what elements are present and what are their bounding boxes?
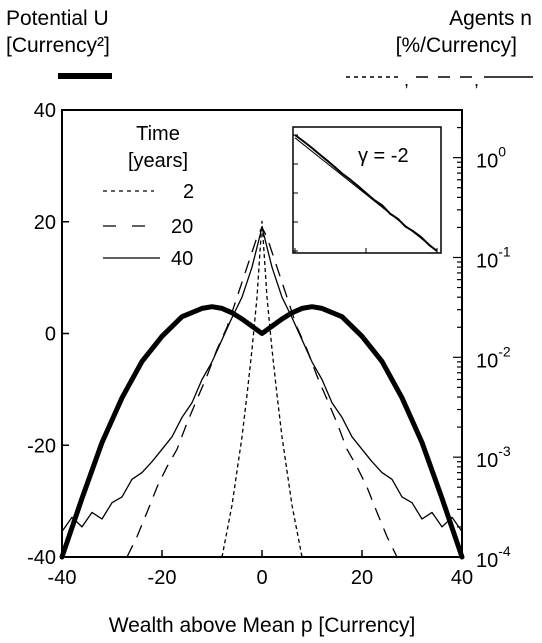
agents-legend-swatches: , ,: [346, 70, 533, 90]
left-tick-label: 20: [34, 212, 56, 234]
x-tick-label: 20: [351, 567, 373, 589]
x-tick-label: 0: [256, 567, 267, 589]
potential-series: [59, 304, 465, 560]
x-tick-label: -20: [148, 567, 177, 589]
right-tick-label: 10-3: [476, 443, 511, 472]
left-axis-title-line-1: Potential U: [6, 7, 109, 30]
x-tick-label: 40: [451, 567, 473, 589]
left-axis-title-line-2: [Currency²]: [6, 34, 110, 57]
series-20-line: [126, 226, 398, 558]
potential-line: [59, 304, 465, 560]
right-tick-label: 10-1: [476, 243, 511, 272]
legend-label-2: 2: [183, 181, 194, 203]
left-tick-label: 0: [45, 324, 56, 346]
x-tick-label: -40: [48, 567, 77, 589]
right-tick-label: 10-2: [476, 343, 511, 372]
inset-frame: [292, 126, 442, 254]
series-40-line: [61, 226, 463, 532]
legend-title-line-2: [years]: [128, 150, 188, 172]
legend-label-40: 40: [171, 248, 193, 270]
series-2-line: [221, 220, 303, 558]
left-tick-label: -20: [27, 435, 56, 457]
legend-title-line-1: Time: [136, 123, 180, 145]
swatch-separator-2: ,: [474, 70, 479, 90]
x-axis-label: Wealth above Mean p [Currency]: [109, 614, 416, 637]
inset-fit-line: [294, 137, 438, 252]
right-tick-label: 100: [476, 144, 506, 173]
inset-annotation: γ = -2: [358, 145, 409, 167]
legend-label-20: 20: [171, 216, 193, 238]
inset-curves: [293, 134, 438, 253]
left-tick-label: -40: [27, 547, 56, 569]
right-tick-exponent: -1: [498, 243, 511, 259]
right-tick-exponent: 0: [498, 144, 506, 160]
right-axis-title-line-2: [%/Currency]: [396, 34, 517, 57]
right-tick-exponent: -3: [498, 443, 511, 459]
left-tick-label: 40: [34, 100, 56, 122]
inset-data-line: [294, 134, 438, 252]
right-axis-title-line-1: Agents n: [449, 7, 532, 30]
swatch-separator-1: ,: [404, 70, 409, 90]
density-series: [61, 220, 463, 558]
right-tick-label: 10-4: [476, 543, 511, 572]
time-legend: Time [years] 2 20 40: [103, 123, 194, 270]
right-tick-exponent: -4: [498, 543, 511, 559]
right-tick-exponent: -2: [498, 343, 511, 359]
